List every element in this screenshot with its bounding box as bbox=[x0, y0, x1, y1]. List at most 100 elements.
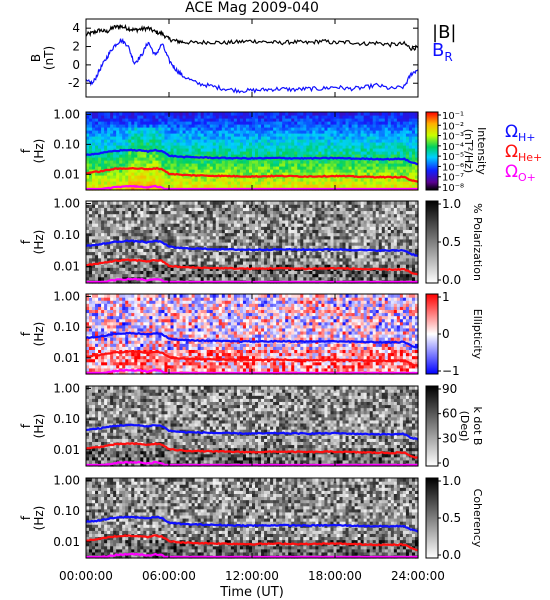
heatmap-cell bbox=[98, 115, 102, 119]
heatmap-cell bbox=[200, 148, 205, 152]
heatmap-cell bbox=[306, 151, 310, 155]
heatmap-cell bbox=[122, 145, 126, 149]
heatmap-cell bbox=[149, 115, 153, 119]
heatmap-cell bbox=[113, 163, 117, 167]
heatmap-cell bbox=[170, 145, 175, 149]
heatmap-cell bbox=[282, 145, 286, 149]
heatmap-cell bbox=[164, 148, 169, 152]
heatmap-cell bbox=[297, 127, 301, 131]
heatmap-cell bbox=[131, 178, 135, 182]
heatmap-cell bbox=[209, 121, 214, 125]
heatmap-cell bbox=[182, 166, 187, 170]
heatmap-cell bbox=[188, 124, 193, 128]
heatmap-cell bbox=[161, 121, 166, 125]
heatmap-cell bbox=[89, 151, 93, 155]
heatmap-cell bbox=[122, 139, 126, 143]
heatmap-cell bbox=[155, 115, 160, 119]
heatmap-cell bbox=[116, 121, 120, 125]
heatmap-cell bbox=[273, 133, 277, 137]
heatmap-cell bbox=[182, 124, 187, 128]
heatmap-cell bbox=[95, 130, 99, 134]
heatmap-cell bbox=[236, 115, 241, 119]
heatmap-cell bbox=[233, 139, 238, 143]
heatmap-cell bbox=[300, 112, 304, 116]
heatmap-cell bbox=[273, 118, 277, 122]
heatmap-cell bbox=[288, 145, 292, 149]
heatmap-cell bbox=[306, 166, 310, 170]
heatmap-cell bbox=[191, 178, 196, 182]
heatmap-cell bbox=[197, 145, 202, 149]
heatmap-cell bbox=[264, 139, 268, 143]
heatmap-cell bbox=[227, 118, 232, 122]
heatmap-cell bbox=[261, 181, 265, 185]
heatmap-cell bbox=[267, 151, 271, 155]
heatmap-cell bbox=[152, 172, 157, 176]
heatmap-cell bbox=[110, 133, 114, 137]
heatmap-cell bbox=[255, 166, 259, 170]
heatmap-cell bbox=[113, 139, 117, 143]
heatmap-cell bbox=[125, 157, 129, 161]
heatmap-cell bbox=[164, 181, 169, 185]
heatmap-cell bbox=[89, 112, 93, 116]
heatmap-cell bbox=[209, 151, 214, 155]
heatmap-cell bbox=[224, 166, 229, 170]
heatmap-cell bbox=[134, 187, 138, 191]
heatmap-cell bbox=[134, 151, 138, 155]
heatmap-cell bbox=[248, 142, 253, 146]
heatmap-cell bbox=[107, 157, 111, 161]
heatmap-cell bbox=[107, 154, 111, 158]
heatmap-cell bbox=[140, 187, 144, 191]
heatmap-cell bbox=[255, 178, 259, 182]
heatmap-cell bbox=[197, 169, 202, 173]
heatmap-cell bbox=[212, 166, 217, 170]
heatmap-cell bbox=[173, 130, 178, 134]
heatmap-cell bbox=[261, 145, 265, 149]
heatmap-cell bbox=[227, 145, 232, 149]
heatmap-cell bbox=[248, 163, 253, 167]
heatmap-cell bbox=[279, 169, 283, 173]
heatmap-cell bbox=[155, 121, 160, 125]
heatmap-cell bbox=[110, 178, 114, 182]
heatmap-cell bbox=[131, 157, 135, 161]
heatmap-cell bbox=[245, 124, 250, 128]
heatmap-cell bbox=[95, 133, 99, 137]
heatmap-cell bbox=[86, 130, 90, 134]
heatmap-cell bbox=[261, 151, 265, 155]
heatmap-cell bbox=[173, 121, 178, 125]
heatmap-cell bbox=[282, 121, 286, 125]
heatmap-cell bbox=[279, 178, 283, 182]
heatmap-cell bbox=[95, 127, 99, 131]
heatmap-cell bbox=[185, 166, 190, 170]
heatmap-cell bbox=[86, 184, 90, 188]
heatmap-cell bbox=[288, 184, 292, 188]
heatmap-cell bbox=[273, 121, 277, 125]
heatmap-cell bbox=[191, 115, 196, 119]
heatmap-cell bbox=[209, 118, 214, 122]
heatmap-cell bbox=[179, 151, 184, 155]
heatmap-cell bbox=[128, 115, 132, 119]
heatmap-cell bbox=[255, 160, 259, 164]
heatmap-cell bbox=[158, 157, 163, 161]
heatmap-cell bbox=[209, 178, 214, 182]
heatmap-cell bbox=[197, 154, 202, 158]
heatmap-cell bbox=[131, 181, 135, 185]
heatmap-cell bbox=[230, 133, 235, 137]
heatmap-cell bbox=[227, 178, 232, 182]
heatmap-cell bbox=[252, 139, 256, 143]
heatmap-cell bbox=[185, 124, 190, 128]
heatmap-cell bbox=[140, 145, 144, 149]
heatmap-cell bbox=[191, 130, 196, 134]
heatmap-cell bbox=[101, 160, 105, 164]
heatmap-cell bbox=[89, 172, 93, 176]
heatmap-cell bbox=[306, 121, 310, 125]
heatmap-cell bbox=[140, 115, 144, 119]
heatmap-cell bbox=[236, 166, 241, 170]
heatmap-cell bbox=[152, 127, 157, 131]
heatmap-cell bbox=[125, 139, 129, 143]
heatmap-cell bbox=[267, 154, 271, 158]
heatmap-cell bbox=[164, 139, 169, 143]
heatmap-cell bbox=[212, 151, 217, 155]
heatmap-cell bbox=[215, 148, 220, 152]
heatmap-cell bbox=[264, 160, 268, 164]
